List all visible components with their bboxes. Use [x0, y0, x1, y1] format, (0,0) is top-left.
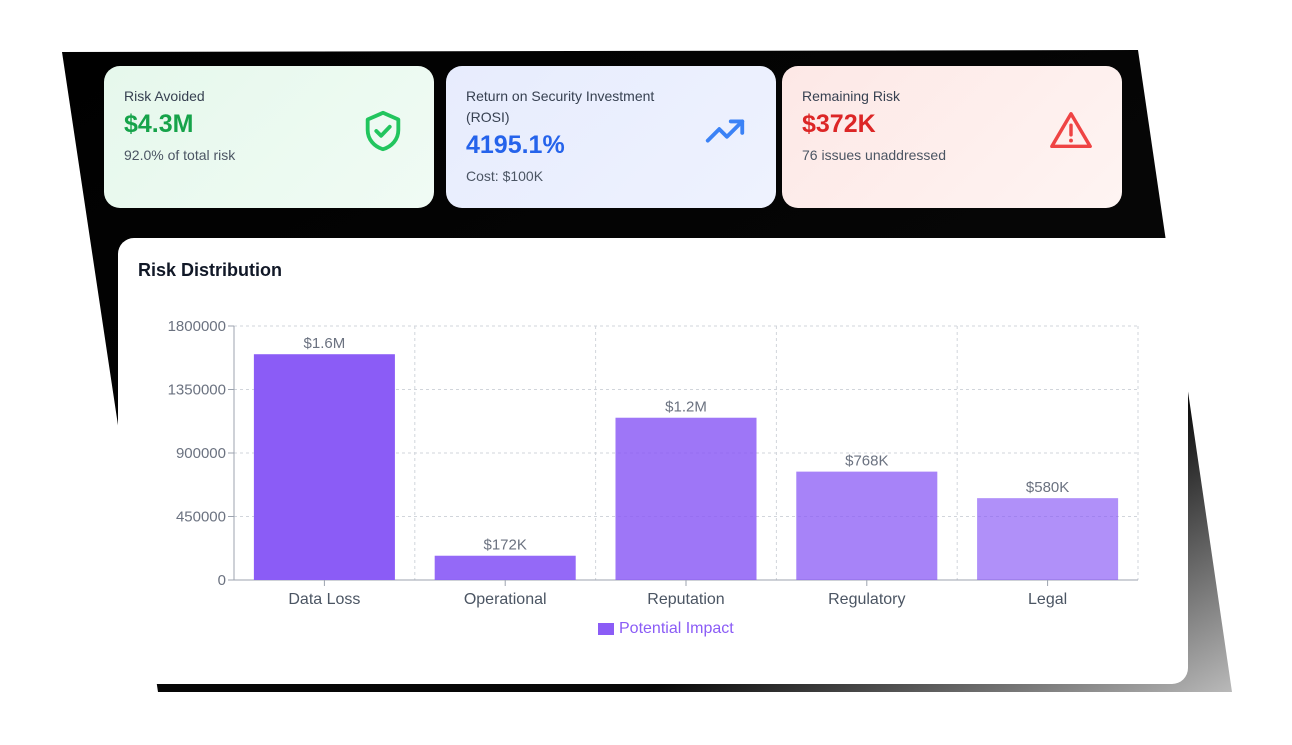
- rosi-sub: Cost: $100K: [466, 168, 544, 184]
- data-label: $172K: [484, 537, 527, 554]
- shield-check-icon: [365, 110, 401, 152]
- y-tick-label: 450000: [176, 509, 226, 526]
- risk-avoided-card: Risk Avoided $4.3M 92.0% of total risk: [104, 66, 434, 208]
- bar-chart: 0 450000 900000 1350000 1800000 $1.6M Data Los…: [168, 318, 1139, 608]
- x-tick-label: Regulatory: [828, 591, 905, 608]
- x-tick-label: Operational: [464, 591, 547, 608]
- trending-up-icon: [705, 119, 745, 143]
- risk-avoided-sub: 92.0% of total risk: [124, 147, 236, 163]
- risk-avoided-label: Risk Avoided: [124, 88, 205, 104]
- legend-label: Potential Impact: [619, 620, 734, 637]
- y-tick-label: 1350000: [168, 382, 226, 399]
- remaining-risk-label: Remaining Risk: [802, 88, 901, 104]
- bar-reputation: [615, 417, 757, 580]
- remaining-risk-sub: 76 issues unaddressed: [802, 147, 946, 163]
- chart-legend[interactable]: Potential Impact: [598, 620, 734, 638]
- remaining-risk-card: Remaining Risk $372K 76 issues unaddress…: [782, 66, 1122, 208]
- bar-regulatory: [796, 471, 938, 580]
- bar-legal: [977, 498, 1119, 580]
- x-tick-label: Reputation: [647, 591, 724, 608]
- rosi-value: 4195.1%: [466, 131, 565, 159]
- risk-avoided-value: $4.3M: [124, 110, 194, 138]
- chart-title: Risk Distribution: [138, 260, 283, 280]
- data-label: $768K: [845, 453, 888, 470]
- bar-operational: [434, 555, 576, 580]
- warning-triangle-icon: [1050, 112, 1092, 149]
- data-label: $1.6M: [304, 335, 346, 352]
- legend-swatch: [598, 623, 614, 635]
- rosi-card: Return on Security Investment (ROSI) 419…: [446, 66, 776, 208]
- y-tick-label: 0: [218, 572, 226, 589]
- data-label: $580K: [1026, 479, 1069, 496]
- x-tick-label: Legal: [1028, 591, 1067, 608]
- data-label: $1.2M: [665, 399, 707, 416]
- rosi-label: Return on Security Investment (ROSI): [466, 88, 655, 125]
- y-tick-label: 1800000: [168, 318, 226, 335]
- bar-data-loss: [253, 354, 395, 580]
- y-tick-label: 900000: [176, 445, 226, 462]
- remaining-risk-value: $372K: [802, 110, 876, 138]
- x-tick-label: Data Loss: [288, 591, 360, 608]
- risk-distribution-card: Risk Distribution 0 450000 900000 1350000 18…: [118, 238, 1188, 684]
